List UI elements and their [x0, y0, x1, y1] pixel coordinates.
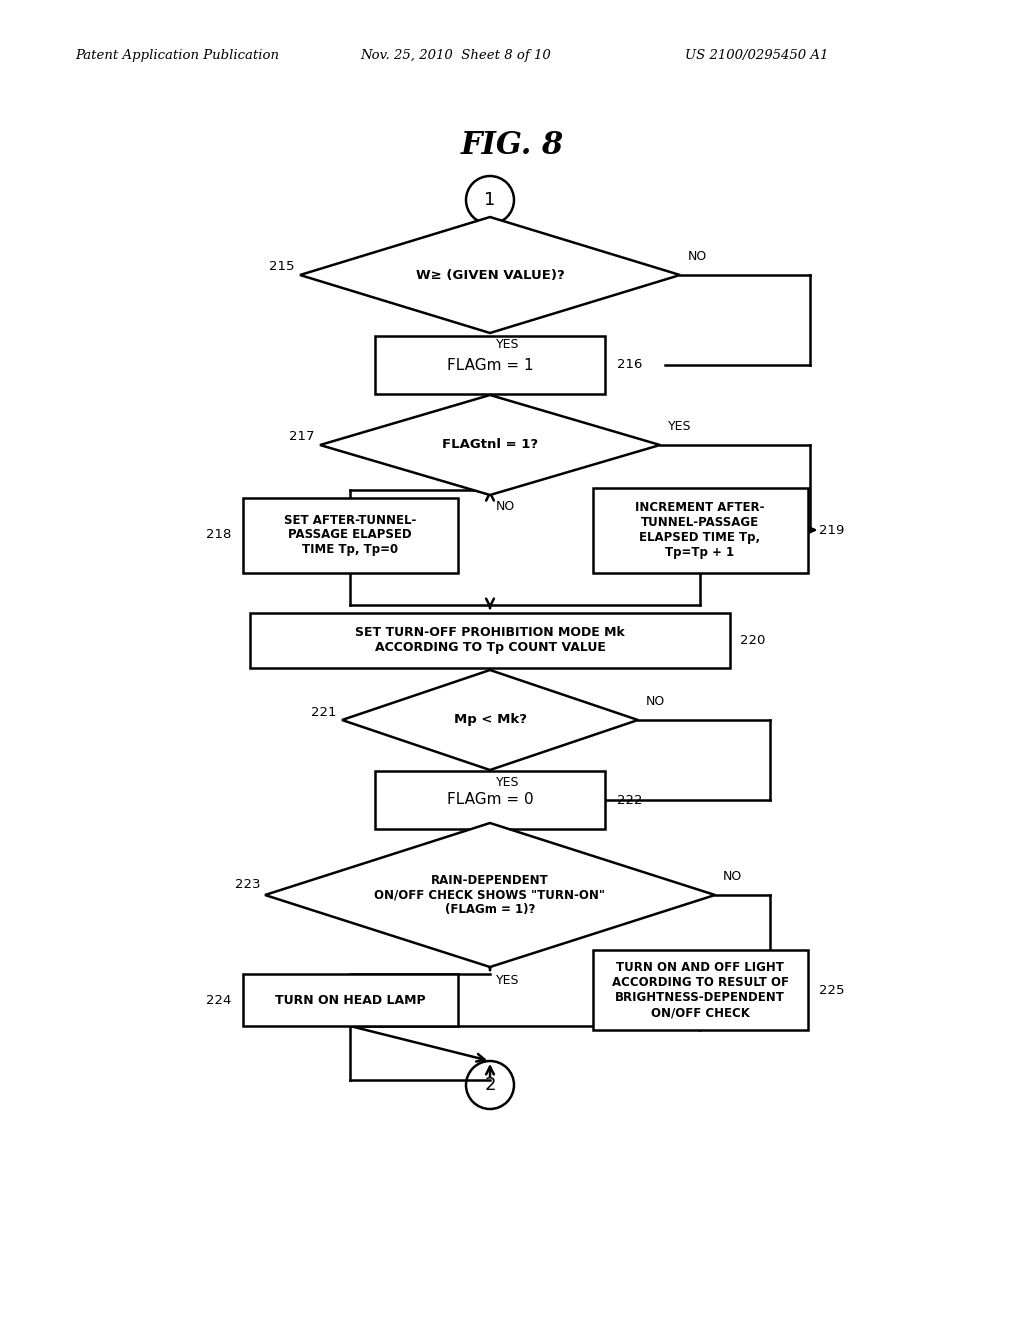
Text: 216: 216	[617, 359, 642, 371]
Text: W≥ (GIVEN VALUE)?: W≥ (GIVEN VALUE)?	[416, 268, 564, 281]
Text: US 2100/0295450 A1: US 2100/0295450 A1	[685, 49, 828, 62]
Text: YES: YES	[496, 338, 519, 351]
Polygon shape	[300, 216, 680, 333]
Text: FLAGtnl = 1?: FLAGtnl = 1?	[442, 438, 538, 451]
Text: 1: 1	[484, 191, 496, 209]
Text: SET AFTER-TUNNEL-
PASSAGE ELAPSED
TIME Tp, Tp=0: SET AFTER-TUNNEL- PASSAGE ELAPSED TIME T…	[284, 513, 416, 557]
Text: 219: 219	[819, 524, 845, 536]
Text: Patent Application Publication: Patent Application Publication	[75, 49, 279, 62]
FancyBboxPatch shape	[375, 337, 605, 393]
Text: FIG. 8: FIG. 8	[461, 129, 563, 161]
FancyBboxPatch shape	[375, 771, 605, 829]
Text: 2: 2	[484, 1076, 496, 1094]
FancyBboxPatch shape	[593, 950, 808, 1030]
Text: YES: YES	[496, 974, 519, 986]
Text: NO: NO	[496, 500, 515, 513]
Text: TURN ON AND OFF LIGHT
ACCORDING TO RESULT OF
BRIGHTNESS-DEPENDENT
ON/OFF CHECK: TURN ON AND OFF LIGHT ACCORDING TO RESUL…	[611, 961, 788, 1019]
Text: RAIN-DEPENDENT
ON/OFF CHECK SHOWS "TURN-ON"
(FLAGm = 1)?: RAIN-DEPENDENT ON/OFF CHECK SHOWS "TURN-…	[375, 874, 605, 916]
FancyBboxPatch shape	[243, 974, 458, 1026]
Text: Mp < Mk?: Mp < Mk?	[454, 714, 526, 726]
Text: NO: NO	[723, 870, 742, 883]
Text: 217: 217	[290, 430, 315, 444]
Text: 223: 223	[234, 879, 260, 891]
Text: NO: NO	[646, 696, 666, 708]
Text: Nov. 25, 2010  Sheet 8 of 10: Nov. 25, 2010 Sheet 8 of 10	[360, 49, 551, 62]
Text: 225: 225	[819, 983, 845, 997]
Polygon shape	[342, 671, 638, 770]
Text: 224: 224	[206, 994, 231, 1006]
Text: 218: 218	[206, 528, 231, 541]
FancyBboxPatch shape	[593, 487, 808, 573]
Text: 221: 221	[311, 705, 337, 718]
Text: FLAGm = 1: FLAGm = 1	[446, 358, 534, 372]
Text: YES: YES	[496, 776, 519, 788]
Text: SET TURN-OFF PROHIBITION MODE Mk
ACCORDING TO Tp COUNT VALUE: SET TURN-OFF PROHIBITION MODE Mk ACCORDI…	[355, 626, 625, 653]
Polygon shape	[319, 395, 660, 495]
Text: 222: 222	[617, 793, 642, 807]
Text: NO: NO	[688, 249, 708, 263]
Text: TURN ON HEAD LAMP: TURN ON HEAD LAMP	[274, 994, 425, 1006]
FancyBboxPatch shape	[243, 498, 458, 573]
Text: FLAGm = 0: FLAGm = 0	[446, 792, 534, 808]
Text: 220: 220	[740, 634, 765, 647]
FancyBboxPatch shape	[250, 612, 730, 668]
Polygon shape	[265, 822, 715, 968]
Text: INCREMENT AFTER-
TUNNEL-PASSAGE
ELAPSED TIME Tp,
Tp=Tp + 1: INCREMENT AFTER- TUNNEL-PASSAGE ELAPSED …	[635, 502, 765, 558]
Text: YES: YES	[668, 420, 691, 433]
Text: 215: 215	[269, 260, 295, 273]
